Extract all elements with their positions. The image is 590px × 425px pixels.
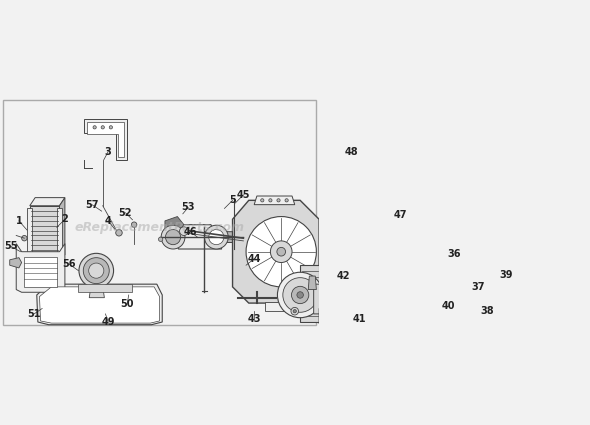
Circle shape [270, 241, 292, 263]
Polygon shape [165, 217, 184, 233]
Circle shape [159, 237, 163, 241]
Circle shape [204, 225, 228, 249]
Text: 39: 39 [499, 270, 512, 280]
Bar [24, 257, 57, 287]
Circle shape [293, 309, 296, 313]
Circle shape [101, 126, 104, 129]
Polygon shape [30, 255, 65, 263]
Circle shape [337, 211, 360, 235]
Circle shape [109, 126, 113, 129]
Polygon shape [343, 146, 364, 150]
Circle shape [348, 195, 359, 206]
Text: 42: 42 [337, 271, 350, 281]
Polygon shape [345, 149, 362, 176]
Polygon shape [84, 119, 127, 160]
Polygon shape [60, 198, 65, 263]
Circle shape [22, 235, 27, 241]
Circle shape [362, 202, 369, 210]
Polygon shape [30, 206, 60, 263]
Circle shape [93, 126, 96, 129]
Text: 40: 40 [442, 301, 455, 311]
Polygon shape [319, 309, 335, 323]
Circle shape [209, 230, 224, 245]
Text: 55: 55 [4, 241, 18, 251]
Polygon shape [9, 258, 22, 268]
Polygon shape [347, 173, 360, 198]
Circle shape [324, 311, 330, 317]
Polygon shape [16, 244, 65, 292]
Text: 3: 3 [105, 147, 112, 157]
Circle shape [351, 168, 356, 173]
Circle shape [269, 199, 272, 202]
Text: 5: 5 [229, 196, 236, 205]
Text: 50: 50 [120, 299, 134, 309]
Polygon shape [232, 200, 319, 303]
Text: 1: 1 [15, 216, 22, 226]
Text: 52: 52 [119, 208, 132, 218]
Bar [78, 284, 133, 292]
Circle shape [328, 237, 336, 245]
Polygon shape [57, 208, 62, 260]
Text: 2: 2 [61, 214, 68, 224]
Text: 44: 44 [247, 254, 261, 264]
Text: 46: 46 [183, 227, 197, 237]
Circle shape [285, 199, 289, 202]
Circle shape [165, 230, 181, 245]
Polygon shape [40, 287, 159, 323]
Text: 37: 37 [472, 282, 486, 292]
Polygon shape [30, 198, 65, 206]
Polygon shape [308, 276, 316, 289]
Text: 38: 38 [480, 306, 494, 316]
Circle shape [291, 286, 309, 303]
Text: 51: 51 [27, 309, 41, 319]
Circle shape [277, 272, 323, 317]
Circle shape [324, 318, 330, 323]
Text: 56: 56 [63, 259, 76, 269]
Circle shape [79, 253, 113, 288]
Circle shape [283, 278, 317, 312]
Circle shape [179, 227, 188, 235]
Circle shape [297, 292, 303, 298]
Circle shape [362, 237, 369, 245]
Circle shape [116, 230, 122, 236]
Polygon shape [222, 232, 243, 243]
Circle shape [88, 263, 104, 278]
Text: 48: 48 [345, 147, 358, 157]
Polygon shape [37, 284, 162, 325]
Text: 45: 45 [237, 190, 250, 200]
Circle shape [83, 258, 109, 283]
Circle shape [161, 225, 185, 249]
Text: 47: 47 [394, 210, 407, 221]
Text: 57: 57 [85, 200, 99, 210]
Circle shape [328, 202, 336, 210]
Text: 53: 53 [182, 202, 195, 212]
Polygon shape [322, 198, 376, 249]
Polygon shape [89, 287, 104, 297]
Polygon shape [254, 196, 295, 205]
Circle shape [277, 199, 280, 202]
Text: 43: 43 [247, 314, 261, 324]
Circle shape [277, 247, 286, 256]
Text: 49: 49 [101, 317, 115, 327]
Text: 41: 41 [353, 314, 366, 324]
Polygon shape [168, 225, 222, 249]
Circle shape [291, 307, 299, 315]
Polygon shape [265, 302, 297, 311]
Circle shape [350, 198, 356, 203]
Polygon shape [87, 122, 124, 157]
Text: 4: 4 [105, 216, 112, 226]
Circle shape [261, 199, 264, 202]
Polygon shape [314, 284, 330, 314]
Text: eReplacementParts.com: eReplacementParts.com [74, 221, 244, 234]
Text: 36: 36 [448, 249, 461, 259]
Circle shape [246, 217, 316, 287]
Circle shape [132, 222, 137, 227]
Polygon shape [27, 208, 32, 260]
Polygon shape [300, 265, 319, 322]
